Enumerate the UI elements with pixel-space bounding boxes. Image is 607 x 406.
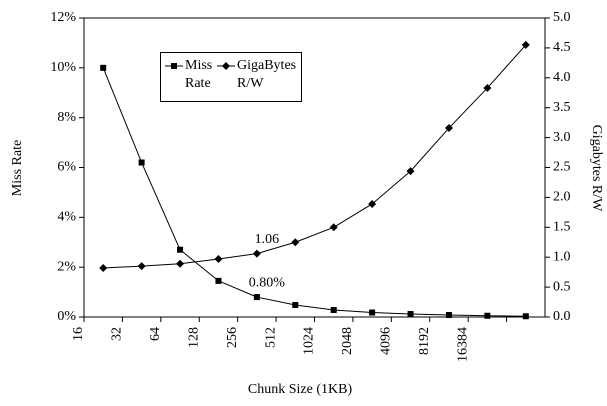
y2-tick-label: 4.5 [553, 40, 571, 55]
marker [292, 302, 299, 309]
x-tick-label: 2048 [340, 327, 355, 355]
marker [329, 223, 338, 232]
y2-tick-label: 1.5 [553, 220, 571, 235]
x-tick-label: 1024 [302, 327, 317, 355]
x-tick-label: 8192 [417, 327, 432, 355]
marker [407, 311, 414, 318]
marker [445, 312, 452, 319]
series-line [103, 44, 527, 269]
x-tick-label: 4096 [379, 327, 394, 355]
x-tick-label: 64 [148, 327, 163, 341]
marker [368, 199, 377, 208]
marker [138, 159, 145, 166]
plot-frame [83, 17, 546, 318]
x-tick-label: 512 [263, 327, 278, 348]
marker [100, 64, 107, 71]
data-label: 1.06 [255, 232, 280, 247]
y2-tick-label: 0.0 [553, 309, 571, 324]
y-tick-label: 4% [57, 210, 76, 225]
x-tick-label: 16384 [455, 327, 470, 362]
marker [252, 249, 261, 258]
y-tick-label: 0% [57, 309, 76, 324]
x-tick-label: 256 [225, 327, 240, 348]
data-label: 0.80% [249, 275, 286, 290]
y2-tick-label: 5.0 [553, 10, 571, 25]
y2-tick-label: 0.5 [553, 279, 571, 294]
marker [253, 294, 260, 301]
marker [444, 124, 453, 133]
marker [522, 313, 529, 320]
y2-tick-label: 3.5 [553, 100, 571, 115]
marker [406, 167, 415, 176]
legend-label: GigaBytes R/W [237, 58, 297, 91]
y2-tick-label: 4.0 [553, 70, 571, 85]
y-tick-label: 10% [50, 60, 76, 75]
x-tick-label: 32 [110, 327, 125, 341]
series-line [102, 67, 526, 317]
y2-tick-label: 2.5 [553, 160, 571, 175]
marker [484, 312, 491, 319]
y-tick-label: 6% [57, 160, 76, 175]
marker [483, 83, 492, 92]
legend-markers [165, 62, 235, 70]
x-tick-label: 128 [186, 327, 201, 348]
marker [176, 259, 185, 268]
marker [521, 40, 530, 49]
y-tick-label: 2% [57, 259, 76, 274]
y-axis-title: Miss Rate [10, 140, 25, 196]
marker [137, 262, 146, 271]
x-tick-label: 16 [71, 327, 86, 341]
y2-axis-title: Gigabytes R/W [589, 125, 604, 212]
marker [214, 254, 223, 263]
x-axis-title: Chunk Size (1KB) [248, 382, 353, 397]
legend: Miss Rate GigaBytes R/W [160, 52, 302, 102]
y-tick-label: 12% [50, 10, 76, 25]
marker [291, 238, 300, 247]
marker [215, 277, 222, 284]
marker [99, 263, 108, 272]
marker [177, 246, 184, 253]
legend-label: Miss Rate [185, 58, 213, 91]
y2-tick-label: 3.0 [553, 130, 571, 145]
y2-tick-label: 2.0 [553, 190, 571, 205]
marker [369, 309, 376, 316]
y-tick-label: 8% [57, 110, 76, 125]
marker [330, 307, 337, 314]
y2-tick-label: 1.0 [553, 249, 571, 264]
